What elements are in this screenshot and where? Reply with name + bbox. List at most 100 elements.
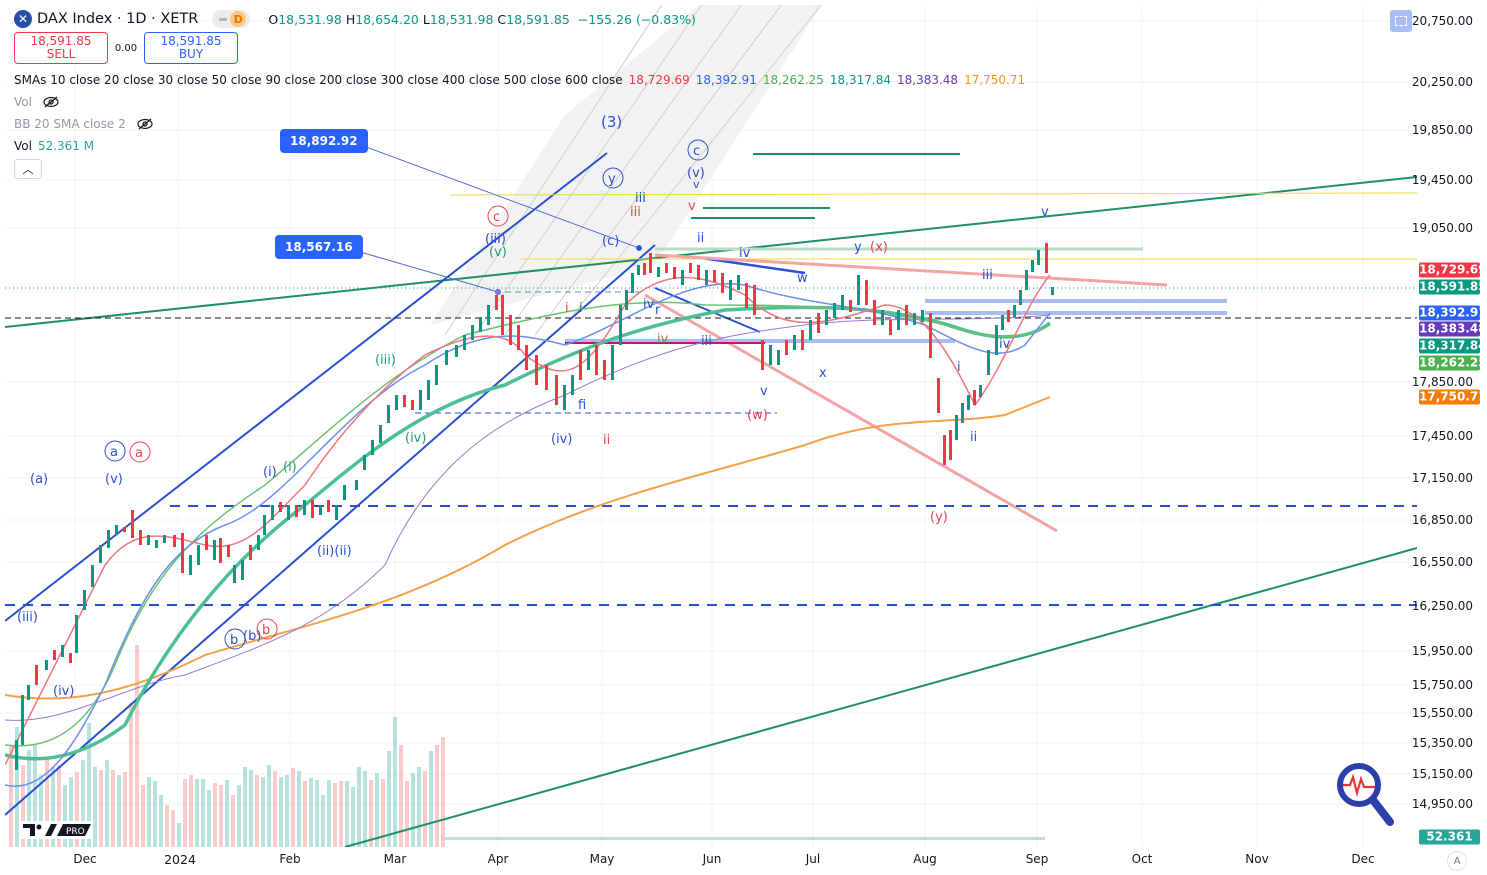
x-tick: Feb bbox=[279, 852, 301, 866]
market-status-pill[interactable]: D bbox=[212, 10, 251, 28]
y-tick: 15,550.00 bbox=[1411, 706, 1473, 720]
wave-label: b bbox=[262, 623, 270, 638]
buy-button[interactable]: 18,591.85 BUY bbox=[144, 32, 238, 64]
eye-crossed-icon[interactable] bbox=[42, 96, 60, 108]
sell-button[interactable]: 18,591.85 SELL bbox=[14, 32, 108, 64]
wave-label: iii bbox=[701, 334, 712, 349]
sma-200-value: 17,750.71 bbox=[964, 73, 1026, 87]
wave-label: (a) bbox=[30, 472, 48, 487]
sma-30-value: 18,262.25 bbox=[762, 73, 824, 87]
volume-bars bbox=[9, 645, 1045, 847]
high-value: 18,654.20 bbox=[355, 11, 419, 27]
symbol-title[interactable]: DAX Index · 1D · XETR bbox=[37, 11, 199, 27]
wave-label: (iv) bbox=[405, 431, 426, 446]
wave-label: iv bbox=[643, 297, 655, 312]
vol-hidden-label: Vol bbox=[14, 95, 32, 109]
wave-label: fi bbox=[578, 398, 586, 413]
wave-label: iii bbox=[982, 268, 993, 283]
tradingview-pro-logo: PRO bbox=[21, 821, 91, 839]
wave-label: y bbox=[854, 240, 862, 255]
wave-label: ii bbox=[697, 231, 704, 246]
price-axis[interactable]: 20,750.00 20,250.00 19,850.00 19,450.00 … bbox=[1412, 5, 1487, 859]
candlesticks bbox=[15, 243, 1054, 770]
x-tick: Dec bbox=[1351, 852, 1375, 866]
chart-legend: ✕ DAX Index · 1D · XETR D O18,531.98 H18… bbox=[14, 10, 1031, 179]
wave-label: (iv) bbox=[551, 432, 572, 447]
wave-label: (iii) bbox=[17, 610, 38, 625]
auto-scale-button[interactable]: A bbox=[1447, 851, 1467, 871]
callout-connectors bbox=[349, 140, 642, 295]
y-tick: 19,450.00 bbox=[1411, 173, 1473, 187]
wave-label: (v) bbox=[489, 245, 507, 260]
x-logo-icon: ✕ bbox=[14, 10, 32, 28]
sma-20-tag: 18,392.91 bbox=[1419, 305, 1487, 321]
sma-10-tag: 18,729.69 bbox=[1419, 262, 1487, 278]
vol-label: Vol bbox=[14, 139, 32, 153]
y-tick: 15,750.00 bbox=[1411, 678, 1473, 692]
wave-label: (c) bbox=[602, 234, 619, 249]
y-tick: 16,850.00 bbox=[1411, 513, 1473, 527]
y-tick: 17,850.00 bbox=[1411, 375, 1473, 389]
wave-label: (i) bbox=[263, 465, 277, 480]
collapse-legend-button[interactable]: ︿ bbox=[14, 159, 42, 179]
time-axis[interactable]: Dec 2024 Feb Mar Apr May Jun Jul Aug Sep… bbox=[5, 847, 1417, 871]
sma-30-tag: 18,262.25 bbox=[1419, 355, 1487, 371]
close-value: 18,591.85 bbox=[506, 11, 570, 27]
wave-label: v bbox=[1041, 205, 1049, 220]
price-callout-lower[interactable]: 18,567.16 bbox=[275, 235, 363, 259]
wave-label: (iii) bbox=[485, 232, 506, 247]
wave-label: c bbox=[493, 210, 500, 225]
y-tick: 17,150.00 bbox=[1411, 471, 1473, 485]
wave-label: iii bbox=[630, 205, 641, 220]
x-tick: Mar bbox=[383, 852, 407, 866]
wave-label: (b) bbox=[243, 629, 261, 644]
wave-label: iv bbox=[657, 332, 669, 347]
sma-20-value: 18,392.91 bbox=[695, 73, 757, 87]
fib-channel[interactable] bbox=[430, 5, 825, 336]
chart-canvas[interactable]: (3) c (v) v y iii iii v c (iii) (v) (c) … bbox=[5, 5, 1417, 847]
price-chart-pane[interactable]: (3) c (v) v y iii iii v c (iii) (v) (c) … bbox=[5, 5, 1417, 847]
bb-indicator[interactable]: BB 20 SMA close 2 bbox=[14, 117, 1031, 131]
open-value: 18,531.98 bbox=[278, 11, 342, 27]
fullscreen-button[interactable] bbox=[1390, 10, 1412, 32]
y-tick: 20,250.00 bbox=[1411, 75, 1473, 89]
wave-label: iii bbox=[635, 191, 646, 206]
x-tick: Apr bbox=[487, 852, 509, 866]
y-tick: 15,950.00 bbox=[1411, 644, 1473, 658]
x-tick: Aug bbox=[913, 852, 937, 866]
trend-lines[interactable] bbox=[5, 152, 1417, 847]
y-tick: 19,850.00 bbox=[1411, 123, 1473, 137]
wave-label: iv bbox=[739, 246, 751, 261]
wave-label: (v) bbox=[105, 472, 123, 487]
wave-label: ii bbox=[970, 430, 977, 445]
x-tick: 2024 bbox=[164, 852, 196, 867]
wave-label: x bbox=[819, 366, 827, 381]
y-tick: 16,550.00 bbox=[1411, 555, 1473, 569]
spread-value: 0.00 bbox=[114, 42, 138, 54]
wave-label: v bbox=[693, 178, 700, 191]
wave-label: (x) bbox=[870, 240, 888, 255]
x-tick: Nov bbox=[1245, 852, 1269, 866]
wave-labels: (3) c (v) v y iii iii v c (iii) (v) (c) … bbox=[17, 113, 1049, 699]
y-tick: 14,950.00 bbox=[1411, 797, 1473, 811]
sell-label: SELL bbox=[46, 47, 76, 61]
wave-label: (3) bbox=[601, 113, 622, 131]
vol-hidden-indicator[interactable]: Vol bbox=[14, 95, 1031, 109]
volume-tag: 52.361 M bbox=[1419, 829, 1480, 859]
y-tick: 15,350.00 bbox=[1411, 736, 1473, 750]
y-tick: 15,150.00 bbox=[1411, 767, 1473, 781]
sma-label: SMAs 10 close 20 close 30 close 50 close… bbox=[14, 73, 623, 87]
chevron-up-icon: ︿ bbox=[22, 163, 34, 176]
price-callout-upper[interactable]: 18,892.92 bbox=[280, 129, 368, 153]
volume-indicator[interactable]: Vol 52.361 M bbox=[14, 139, 1031, 153]
eye-crossed-icon[interactable] bbox=[136, 118, 154, 130]
ohlc-values: O18,531.98 H18,654.20 L18,531.98 C18,591… bbox=[268, 11, 696, 27]
sma-legend[interactable]: SMAs 10 close 20 close 30 close 50 close… bbox=[14, 73, 1031, 87]
wave-label: ii bbox=[603, 433, 610, 448]
symbol-row: ✕ DAX Index · 1D · XETR D O18,531.98 H18… bbox=[14, 10, 1031, 28]
wave-label: r bbox=[655, 303, 661, 318]
sell-price: 18,591.85 bbox=[30, 34, 92, 48]
wave-label: a bbox=[110, 445, 118, 460]
wave-label: v bbox=[760, 384, 768, 399]
x-tick: May bbox=[589, 852, 615, 866]
